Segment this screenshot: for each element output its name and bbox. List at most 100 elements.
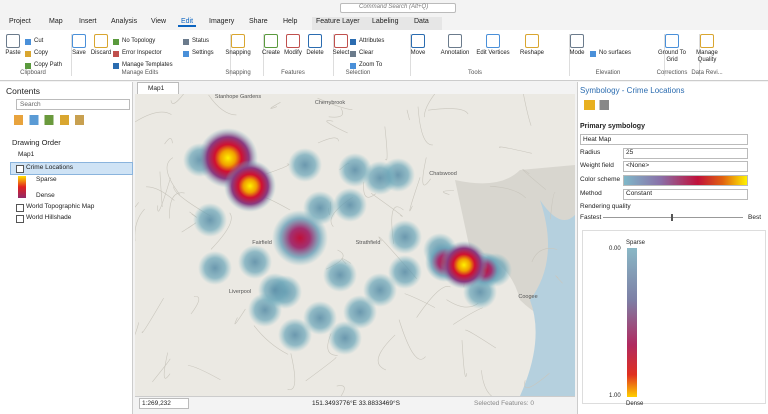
button-icon[interactable]: [113, 51, 119, 57]
field-input[interactable]: [623, 148, 748, 159]
button-icon[interactable]: [183, 51, 189, 57]
ribbon-button[interactable]: Error Inspector: [122, 50, 162, 56]
ribbon: [0, 30, 768, 81]
ribbon-tab[interactable]: Map: [49, 18, 63, 25]
button-icon[interactable]: [264, 34, 278, 48]
heat-blob: [224, 160, 276, 212]
ribbon-button[interactable]: Clear: [359, 50, 374, 56]
button-icon[interactable]: [525, 34, 539, 48]
ribbon-button[interactable]: Mode: [569, 50, 585, 56]
ribbon-button[interactable]: Delete: [306, 50, 324, 56]
button-icon[interactable]: [350, 63, 356, 69]
contents-toolbar[interactable]: [14, 115, 104, 125]
button-icon[interactable]: [25, 39, 31, 45]
button-icon[interactable]: [700, 34, 714, 48]
ribbon-button[interactable]: Reshape: [519, 50, 545, 56]
ribbon-button[interactable]: Manage Templates: [122, 62, 173, 68]
button-icon[interactable]: [183, 39, 189, 45]
search-placeholder: Command Search (Alt+Q): [359, 4, 429, 10]
ribbon-button[interactable]: No surfaces: [599, 50, 632, 56]
contextual-tab[interactable]: Feature Layer: [316, 18, 360, 25]
ribbon-button[interactable]: Edit Vertices: [476, 50, 510, 56]
checkbox[interactable]: [16, 165, 24, 173]
button-icon[interactable]: [570, 34, 584, 48]
button-icon[interactable]: [72, 34, 86, 48]
ribbon-tab[interactable]: Edit: [178, 18, 197, 27]
button-icon[interactable]: [350, 51, 356, 57]
road: [464, 329, 497, 349]
button-icon[interactable]: [334, 34, 348, 48]
checkbox[interactable]: [16, 204, 24, 212]
layer-item[interactable]: World Topographic Map: [26, 203, 95, 210]
heat-blob: [328, 321, 362, 355]
command-search[interactable]: Command Search (Alt+Q): [340, 3, 456, 13]
contextual-tab[interactable]: Data: [414, 18, 429, 25]
button-icon[interactable]: [25, 63, 31, 69]
ribbon-button[interactable]: Copy: [34, 50, 49, 56]
button-icon[interactable]: [25, 51, 31, 57]
ribbon-button[interactable]: Snapping: [225, 50, 251, 56]
button-icon[interactable]: [113, 39, 119, 45]
button-icon[interactable]: [6, 34, 20, 48]
ribbon-tab[interactable]: View: [151, 18, 167, 25]
ribbon-button[interactable]: Create: [261, 50, 280, 56]
layer-item[interactable]: Map1: [18, 151, 35, 158]
button-icon[interactable]: [94, 34, 108, 48]
button-icon[interactable]: [411, 34, 425, 48]
ribbon-tab[interactable]: Share: [249, 18, 268, 25]
ribbon-button[interactable]: Settings: [192, 50, 214, 56]
symbology-tabs[interactable]: [584, 100, 612, 110]
ribbon-button[interactable]: Attributes: [359, 38, 385, 44]
button-icon[interactable]: [286, 34, 300, 48]
ribbon-group-label: Clipboard: [20, 70, 46, 76]
button-icon[interactable]: [308, 34, 322, 48]
heat-blob: [198, 251, 232, 285]
ribbon-button[interactable]: Ground To Grid: [658, 50, 686, 63]
button-icon[interactable]: [590, 51, 596, 57]
contextual-tab[interactable]: Labeling: [372, 18, 399, 25]
slider-thumb[interactable]: [671, 214, 673, 221]
ribbon-button[interactable]: Paste: [5, 50, 21, 56]
place-labels: Stanhope Gardens Cherrybrook Chatswood Fair…: [215, 94, 538, 300]
quality-slider[interactable]: [603, 217, 743, 218]
ribbon-button[interactable]: Modify: [284, 50, 302, 56]
renderer: Heat Map: [583, 136, 612, 143]
scale-box[interactable]: 1:269,232: [139, 398, 189, 409]
ribbon-button[interactable]: Discard: [90, 50, 112, 56]
map[interactable]: Stanhope Gardens Cherrybrook Chatswood Fair…: [135, 94, 575, 396]
ribbon-tab[interactable]: Help: [283, 18, 298, 25]
ribbon-tab[interactable]: Insert: [79, 18, 97, 25]
button-icon[interactable]: [350, 39, 356, 45]
ribbon-button[interactable]: Annotation: [440, 50, 470, 56]
color-scheme[interactable]: [623, 175, 748, 186]
ribbon-button[interactable]: Move: [410, 50, 426, 56]
button-icon[interactable]: [448, 34, 462, 48]
ribbon-tab[interactable]: Imagery: [209, 18, 235, 25]
group-separator: [569, 34, 570, 76]
field-input[interactable]: [623, 189, 748, 200]
ribbon-button[interactable]: Cut: [34, 38, 44, 44]
ribbon-button[interactable]: Copy Path: [34, 62, 63, 68]
ribbon-button[interactable]: Zoom To: [359, 62, 383, 68]
ribbon-tab[interactable]: Analysis: [111, 18, 138, 25]
ribbon-button[interactable]: Save: [72, 50, 86, 56]
ribbon-button[interactable]: Manage Quality: [696, 50, 718, 63]
ribbon-tab[interactable]: Project: [9, 18, 31, 25]
ribbon-button[interactable]: No Topology: [122, 38, 156, 44]
checkbox[interactable]: [16, 215, 24, 223]
renderer-dropdown[interactable]: Heat Map: [580, 134, 748, 145]
ribbon-button[interactable]: Select: [332, 50, 350, 56]
contents-search[interactable]: Search: [16, 99, 130, 110]
button-icon[interactable]: [231, 34, 245, 48]
heat-blob: [333, 188, 367, 222]
layer-item[interactable]: World Hillshade: [26, 214, 72, 221]
road: [317, 97, 353, 111]
layer-item[interactable]: Crime Locations: [26, 164, 73, 171]
ribbon-button[interactable]: Status: [192, 38, 210, 44]
road: [190, 296, 200, 315]
button-icon[interactable]: [113, 63, 119, 69]
map-tab[interactable]: Map1: [137, 82, 179, 94]
button-icon[interactable]: [665, 34, 679, 48]
button-icon[interactable]: [486, 34, 500, 48]
field-input[interactable]: [623, 161, 748, 172]
